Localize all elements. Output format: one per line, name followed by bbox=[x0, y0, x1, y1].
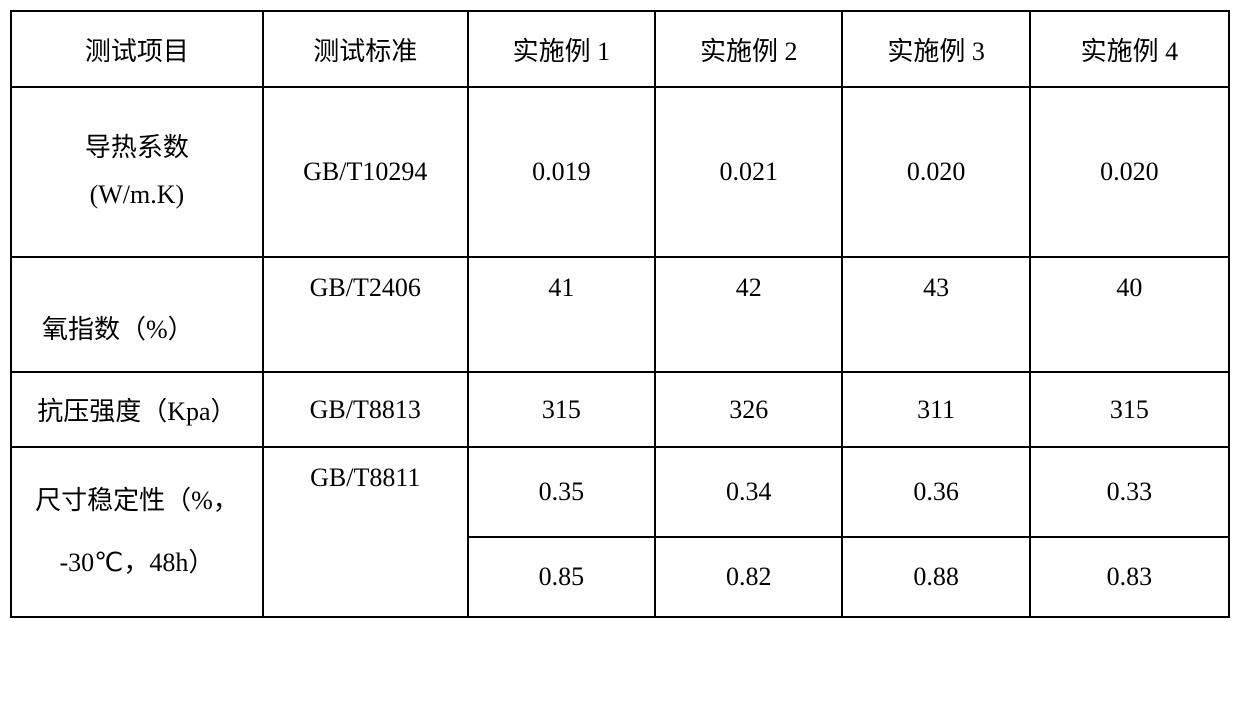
header-test-standard: 测试标准 bbox=[263, 11, 468, 87]
header-example-3: 实施例 3 bbox=[842, 11, 1029, 87]
cell-value: 315 bbox=[468, 372, 655, 447]
cell-value: 0.83 bbox=[1030, 537, 1229, 617]
header-example-1: 实施例 1 bbox=[468, 11, 655, 87]
data-table: 测试项目 测试标准 实施例 1 实施例 2 实施例 3 实施例 4 导热系数 (… bbox=[10, 10, 1230, 618]
cell-value: 0.85 bbox=[468, 537, 655, 617]
row-label-compressive-strength: 抗压强度（Kpa） bbox=[11, 372, 263, 447]
cell-value: 0.36 bbox=[842, 447, 1029, 537]
table-header-row: 测试项目 测试标准 实施例 1 实施例 2 实施例 3 实施例 4 bbox=[11, 11, 1229, 87]
row-label-oxygen-index: 氧指数（%） bbox=[11, 257, 263, 372]
cell-value: 41 bbox=[468, 257, 655, 372]
cell-value: 311 bbox=[842, 372, 1029, 447]
cell-value: 315 bbox=[1030, 372, 1229, 447]
cell-value: 326 bbox=[655, 372, 842, 447]
header-example-2: 实施例 2 bbox=[655, 11, 842, 87]
cell-value: 0.019 bbox=[468, 87, 655, 257]
cell-value: 0.33 bbox=[1030, 447, 1229, 537]
table-row: 导热系数 (W/m.K) GB/T10294 0.019 0.021 0.020… bbox=[11, 87, 1229, 257]
cell-value: 40 bbox=[1030, 257, 1229, 372]
cell-value: 0.35 bbox=[468, 447, 655, 537]
label-line: (W/m.K) bbox=[17, 172, 257, 219]
table-row: 抗压强度（Kpa） GB/T8813 315 326 311 315 bbox=[11, 372, 1229, 447]
label-line: 导热系数 bbox=[17, 125, 257, 172]
row-label-dimensional-stability: 尺寸稳定性（%， -30℃，48h） bbox=[11, 447, 263, 617]
cell-value: 0.82 bbox=[655, 537, 842, 617]
header-example-4: 实施例 4 bbox=[1030, 11, 1229, 87]
header-test-item: 测试项目 bbox=[11, 11, 263, 87]
cell-standard: GB/T2406 bbox=[263, 257, 468, 372]
cell-standard: GB/T8813 bbox=[263, 372, 468, 447]
cell-value: 42 bbox=[655, 257, 842, 372]
cell-value: 0.020 bbox=[842, 87, 1029, 257]
cell-value: 43 bbox=[842, 257, 1029, 372]
row-label-thermal-conductivity: 导热系数 (W/m.K) bbox=[11, 87, 263, 257]
table-row: 尺寸稳定性（%， -30℃，48h） GB/T8811 0.35 0.34 0.… bbox=[11, 447, 1229, 537]
cell-value: 0.34 bbox=[655, 447, 842, 537]
cell-value: 0.020 bbox=[1030, 87, 1229, 257]
cell-standard: GB/T10294 bbox=[263, 87, 468, 257]
table-row: 氧指数（%） GB/T2406 41 42 43 40 bbox=[11, 257, 1229, 372]
cell-standard: GB/T8811 bbox=[263, 447, 468, 617]
label-line: 尺寸稳定性（%， bbox=[17, 470, 257, 532]
label-line: -30℃，48h） bbox=[17, 532, 257, 594]
cell-value: 0.021 bbox=[655, 87, 842, 257]
cell-value: 0.88 bbox=[842, 537, 1029, 617]
